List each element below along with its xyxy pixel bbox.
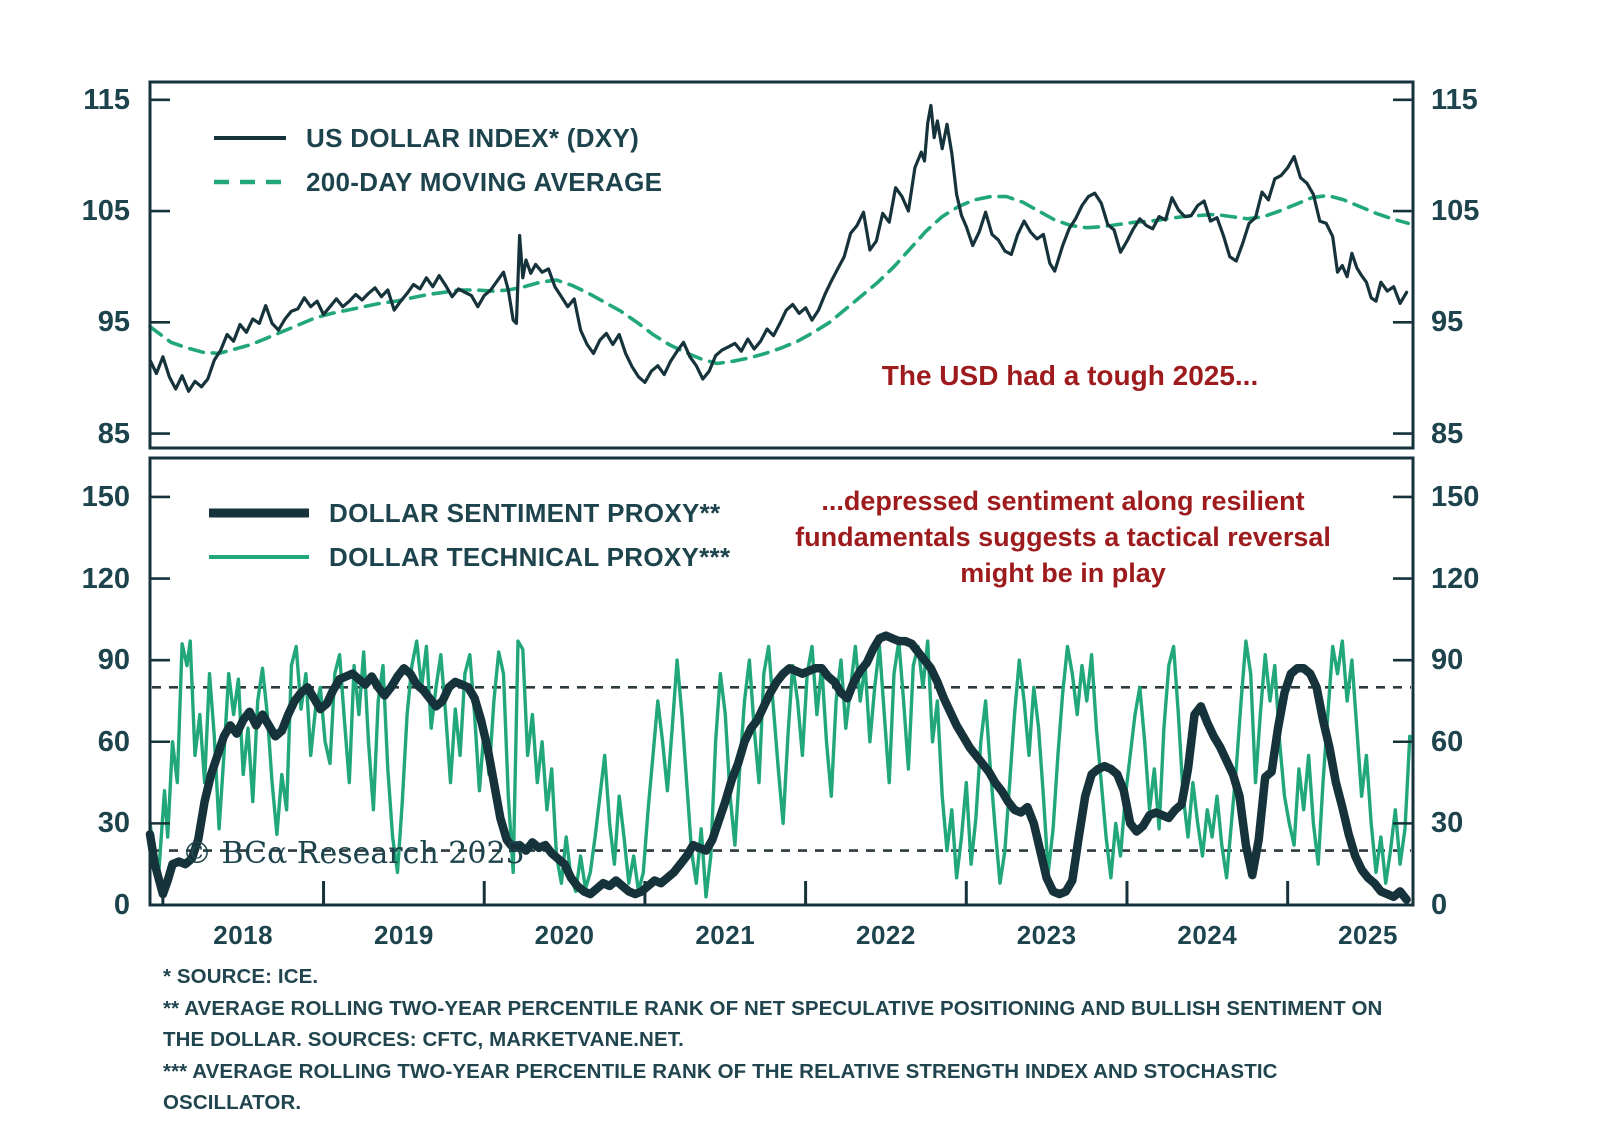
legend-row-sentiment: DOLLAR SENTIMENT PROXY**	[207, 497, 730, 529]
y-axis-label-left: 90	[97, 644, 130, 677]
y-axis-label-left: 105	[81, 195, 130, 228]
legend-row-dxy: US DOLLAR INDEX* (DXY)	[212, 122, 662, 154]
x-axis-year-label: 2022	[856, 920, 916, 950]
technical-line-sample-icon	[209, 555, 309, 559]
legend-label-sentiment: DOLLAR SENTIMENT PROXY**	[329, 497, 721, 528]
y-axis-label-left: 85	[97, 417, 130, 450]
y-axis-label-left: 95	[97, 306, 130, 339]
y-axis-label-left: 120	[81, 562, 130, 595]
y-axis-label-left: 115	[83, 83, 130, 116]
y-axis-label-right: 120	[1431, 562, 1480, 595]
ma-dashed-line-sample-icon	[214, 179, 286, 185]
200-day-moving-average-line	[148, 193, 1410, 366]
legend-label-technical: DOLLAR TECHNICAL PROXY***	[329, 541, 731, 572]
legend-row-technical: DOLLAR TECHNICAL PROXY***	[207, 541, 730, 573]
y-axis-label-right: 150	[1431, 480, 1480, 513]
y-axis-label-right: 0	[1431, 889, 1448, 921]
footnote-sentiment-proxy: ** AVERAGE ROLLING TWO-YEAR PERCENTILE R…	[163, 996, 1383, 1052]
top-panel-legend: US DOLLAR INDEX* (DXY) 200-DAY MOVING AV…	[212, 122, 662, 198]
footnote-source-ice: * SOURCE: ICE.	[163, 965, 319, 988]
x-axis-year-label: 2020	[534, 920, 595, 950]
y-axis-label-left: 0	[113, 889, 130, 921]
x-axis-year-label: 2018	[213, 920, 274, 950]
legend-row-ma: 200-DAY MOVING AVERAGE	[212, 166, 662, 198]
y-axis-label-left: 150	[81, 480, 130, 513]
dxy-line-sample-icon	[214, 136, 286, 140]
y-axis-label-right: 115	[1431, 83, 1478, 116]
footnote-technical-proxy: *** AVERAGE ROLLING TWO-YEAR PERCENTILE …	[163, 1059, 1278, 1115]
dollar-sentiment-proxy-line	[145, 631, 1411, 904]
footnotes: * SOURCE: ICE. ** AVERAGE ROLLING TWO-YE…	[163, 961, 1453, 1119]
top-panel-annotation: The USD had a tough 2025...	[881, 360, 1259, 391]
y-axis-label-right: 90	[1431, 644, 1464, 677]
bottom-panel-legend: DOLLAR SENTIMENT PROXY** DOLLAR TECHNICA…	[207, 497, 730, 573]
x-axis-year-label: 2019	[373, 920, 434, 950]
x-axis-year-label: 2025	[1338, 920, 1398, 950]
x-axis-year-label: 2023	[1016, 920, 1077, 950]
y-axis-label-right: 105	[1431, 195, 1480, 228]
bottom-panel-annotation: ...depressed sentiment along resilient f…	[795, 486, 1331, 588]
sentiment-line-sample-icon	[209, 508, 309, 518]
y-axis-label-left: 60	[97, 725, 130, 758]
y-axis-label-right: 85	[1431, 417, 1464, 450]
copyright-watermark: © BCα Research 2025	[182, 836, 525, 871]
top-panel-border	[148, 80, 1415, 450]
y-axis-label-right: 30	[1431, 807, 1464, 840]
us-dollar-index-dxy-line	[148, 103, 1409, 393]
x-axis-year-label: 2024	[1177, 920, 1238, 950]
y-axis-label-right: 60	[1431, 725, 1464, 758]
legend-label-dxy: US DOLLAR INDEX* (DXY)	[306, 122, 640, 153]
bottom-panel-border	[148, 456, 1415, 907]
y-axis-label-left: 30	[97, 807, 130, 840]
legend-label-ma: 200-DAY MOVING AVERAGE	[306, 166, 663, 197]
y-axis-label-right: 95	[1431, 306, 1464, 339]
x-axis-year-label: 2021	[695, 920, 756, 950]
